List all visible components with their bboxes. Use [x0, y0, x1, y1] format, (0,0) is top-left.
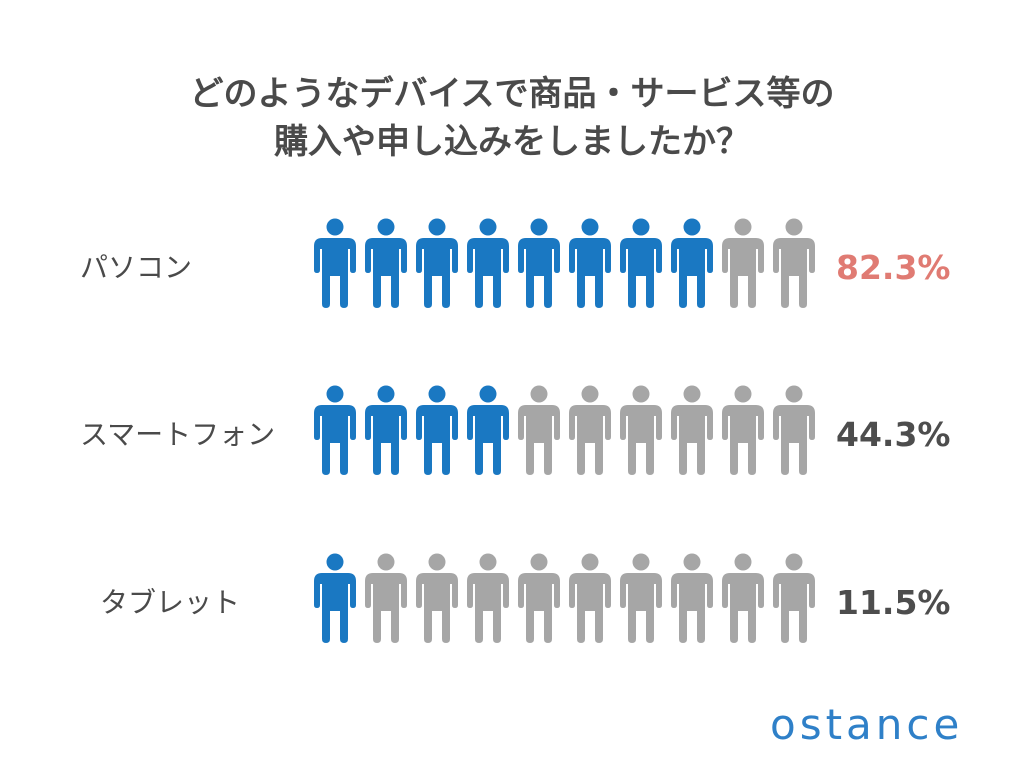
value-label-pc: 82.3% — [836, 248, 951, 287]
person-icon-pc-9-empty — [722, 218, 764, 308]
value-label-smartphone: 44.3% — [836, 415, 951, 454]
person-icon-pc-6-filled — [569, 218, 611, 308]
icon-row-pc — [312, 218, 822, 318]
person-icon-pc-3-filled — [416, 218, 458, 308]
person-icon-smartphone-9-empty — [722, 385, 764, 475]
person-icon-smartphone-2-filled — [365, 385, 407, 475]
person-icon-smartphone-10-empty — [773, 385, 815, 475]
person-icon-pc-5-filled — [518, 218, 560, 308]
ostance-logo: ostance — [770, 700, 964, 749]
person-icon-tablet-2-empty — [365, 553, 407, 643]
person-icon-smartphone-6-empty — [569, 385, 611, 475]
person-icon-pc-8-filled — [671, 218, 713, 308]
row-smartphone: スマートフォン 44.3% — [0, 385, 1024, 485]
person-icon-tablet-4-empty — [467, 553, 509, 643]
person-icon-smartphone-7-empty — [620, 385, 662, 475]
chart-title-line-2: 購入や申し込みをしましたか？ — [274, 122, 750, 162]
category-label-pc: パソコン — [80, 251, 193, 284]
person-icon-tablet-10-empty — [773, 553, 815, 643]
person-icon-smartphone-4-filled — [467, 385, 509, 475]
row-tablet: タブレット 11.5% — [0, 553, 1024, 653]
person-icon-smartphone-3-filled — [416, 385, 458, 475]
person-icon-pc-10-empty — [773, 218, 815, 308]
person-icon-tablet-6-empty — [569, 553, 611, 643]
category-label-tablet: タブレット — [100, 586, 241, 619]
person-icon-tablet-5-empty — [518, 553, 560, 643]
chart-title-line-1: どのようなデバイスで商品・サービス等の — [189, 74, 835, 114]
person-icon-tablet-7-empty — [620, 553, 662, 643]
person-icon-pc-4-filled — [467, 218, 509, 308]
person-icon-tablet-8-empty — [671, 553, 713, 643]
person-icon-pc-1-filled — [314, 218, 356, 308]
person-icon-tablet-1-filled — [314, 553, 356, 643]
person-icon-pc-7-filled — [620, 218, 662, 308]
person-icon-tablet-9-empty — [722, 553, 764, 643]
row-pc: パソコン 82.3% — [0, 218, 1024, 318]
category-label-smartphone: スマートフォン — [80, 418, 276, 451]
person-icon-tablet-3-empty — [416, 553, 458, 643]
person-icon-smartphone-5-empty — [518, 385, 560, 475]
person-icon-pc-2-filled — [365, 218, 407, 308]
chart-title: どのようなデバイスで商品・サービス等の 購入や申し込みをしましたか？ — [0, 70, 1024, 166]
icon-row-tablet — [312, 553, 822, 653]
icon-row-smartphone — [312, 385, 822, 485]
person-icon-smartphone-8-empty — [671, 385, 713, 475]
person-icon-smartphone-1-filled — [314, 385, 356, 475]
value-label-tablet: 11.5% — [836, 583, 951, 622]
